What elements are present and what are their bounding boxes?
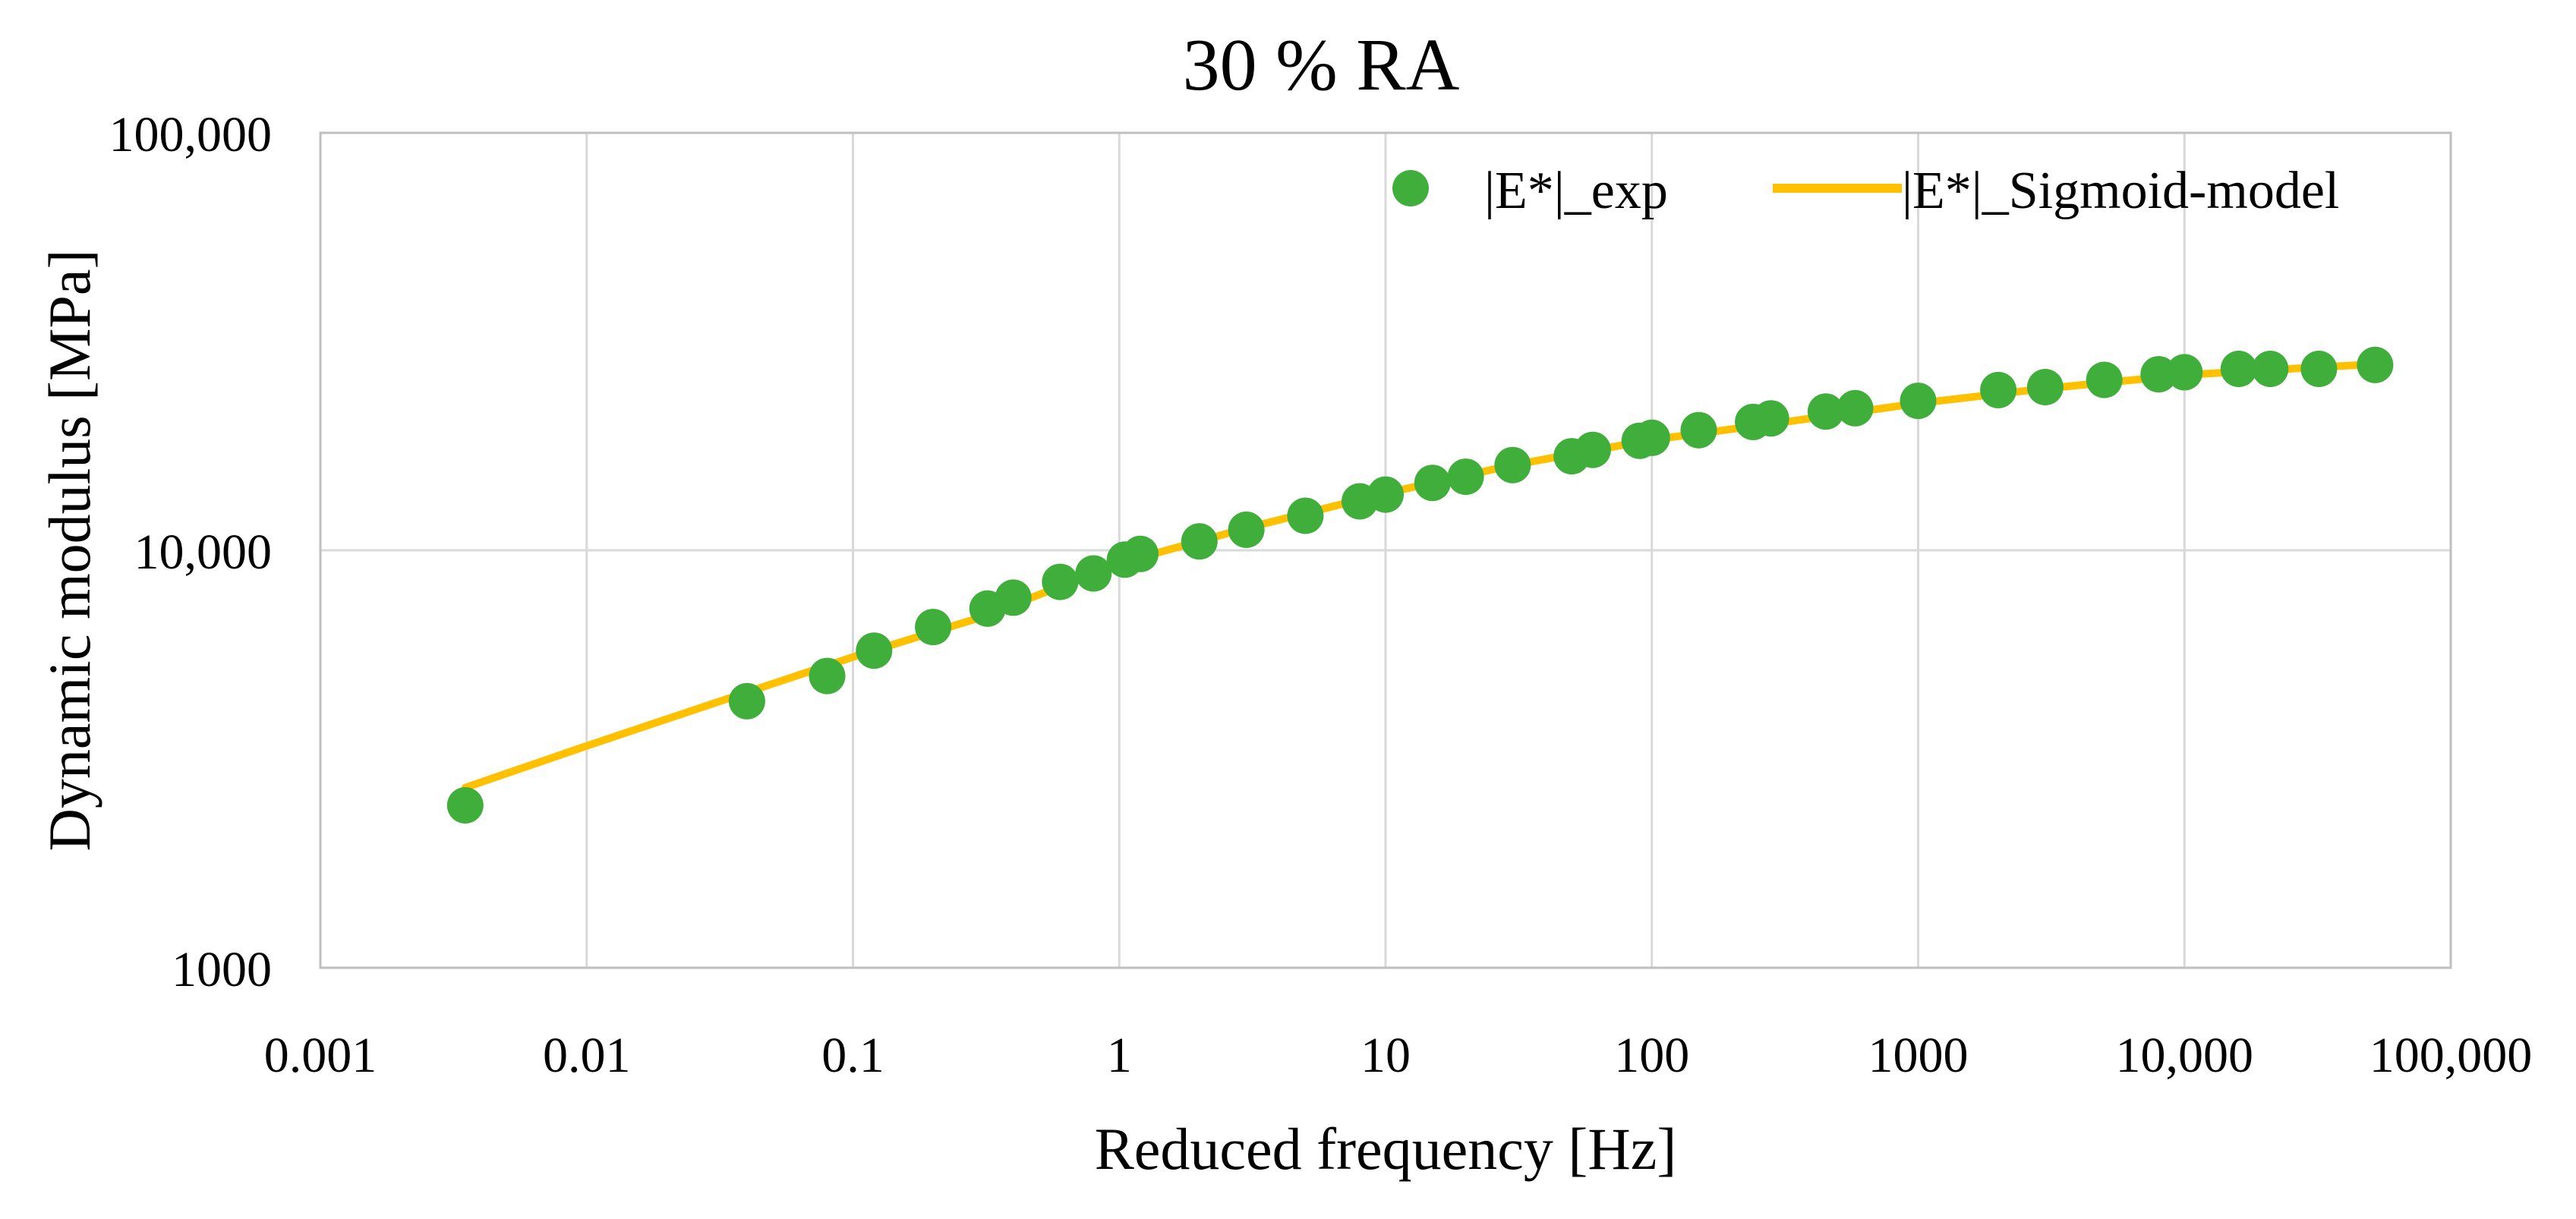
x-tick-label: 10,000 — [2116, 1028, 2254, 1083]
exp-data-point — [2026, 369, 2064, 405]
x-axis-label: Reduced frequency [Hz] — [1095, 1116, 1677, 1182]
x-tick-label: 100 — [1614, 1028, 1689, 1083]
y-tick-label: 1000 — [172, 942, 272, 997]
x-tick-label: 10 — [1361, 1028, 1411, 1083]
chart-title: 30 % RA — [1183, 24, 1460, 106]
exp-data-point — [728, 682, 765, 720]
exp-data-point — [809, 657, 846, 695]
x-tick-layer: 0.001 0.01 0.1 1 10 100 1000 10,000 100,000 — [264, 1028, 2533, 1083]
exp-data-point — [1680, 411, 1717, 449]
exp-data-point — [2086, 361, 2123, 398]
plot-frame — [319, 131, 2452, 969]
series-layer — [446, 346, 2394, 824]
x-tick-label: 0.1 — [821, 1028, 884, 1083]
exp-data-point — [1807, 393, 1844, 430]
exp-data-point — [915, 609, 952, 646]
exp-data-point — [995, 579, 1032, 616]
exp-data-point — [1447, 458, 1484, 496]
exp-data-point — [1980, 371, 2017, 408]
exp-data-point — [446, 787, 484, 824]
legend-model-label: |E*|_Sigmoid-model — [1902, 162, 2339, 220]
exp-data-point — [1414, 465, 1451, 502]
exp-data-point — [1837, 389, 1874, 427]
exp-data-point — [2220, 351, 2257, 387]
x-tick-label: 0.01 — [543, 1028, 631, 1083]
exp-data-point — [1181, 523, 1218, 560]
exp-data-point — [2357, 346, 2394, 383]
exp-data-point — [856, 632, 893, 669]
exp-data-point — [2252, 351, 2289, 387]
exp-data-point — [1494, 446, 1531, 484]
exp-data-point — [1287, 497, 1324, 534]
x-tick-label: 1000 — [1868, 1028, 1969, 1083]
y-tick-layer: 1000 10,000 100,000 — [109, 107, 273, 997]
x-tick-label: 0.001 — [264, 1028, 377, 1083]
exp-data-point — [1752, 400, 1789, 437]
exp-data-point — [1367, 476, 1404, 513]
exp-data-point — [1042, 563, 1079, 600]
exp-data-point — [1574, 431, 1611, 468]
exp-data-point — [2300, 351, 2338, 387]
exp-data-point — [1075, 555, 1112, 592]
y-tick-label: 10,000 — [134, 524, 273, 580]
y-tick-label: 100,000 — [109, 107, 273, 162]
legend-exp-label: |E*|_exp — [1484, 162, 1668, 220]
exp-data-point — [1633, 419, 1670, 456]
legend: |E*|_exp |E*|_Sigmoid-model — [1392, 162, 2339, 220]
legend-exp-marker — [1392, 170, 1429, 206]
x-tick-label: 100,000 — [2369, 1028, 2533, 1083]
y-axis-label: Dynamic modulus [MPa] — [36, 250, 102, 852]
exp-data-point — [1228, 511, 1265, 548]
exp-data-point — [1122, 535, 1159, 572]
exp-data-point — [2166, 354, 2203, 391]
x-tick-label: 1 — [1107, 1028, 1132, 1083]
exp-data-point — [1900, 383, 1937, 420]
